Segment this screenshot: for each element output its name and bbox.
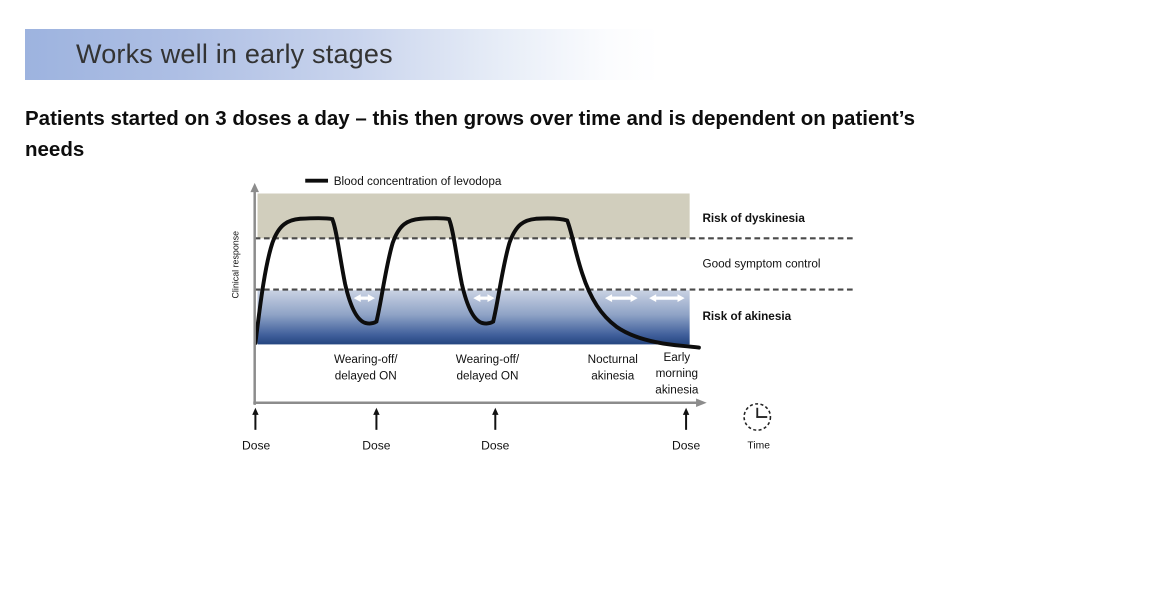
y-axis (250, 182, 259, 405)
zone-label-dyskinesia: Risk of dyskinesia (702, 212, 805, 225)
x-axis-time-label: Time (747, 440, 770, 451)
zone-label-good-control: Good symptom control (702, 258, 820, 271)
svg-text:morning: morning (656, 367, 698, 380)
dose-arrow-1 (252, 407, 259, 430)
slide-subtitle-line-1: Patients started on 3 doses a day – this… (25, 107, 916, 130)
slide-subtitle-line-2: needs (25, 138, 85, 161)
fluctuation-arrow-3 (604, 294, 638, 303)
fluctuation-arrow-2 (473, 294, 495, 303)
zone-label-akinesia: Risk of akinesia (702, 310, 791, 323)
annotation-early-morning-akinesia: Early morning akinesia (655, 351, 699, 397)
legend-label: Blood concentration of levodopa (334, 175, 502, 188)
svg-text:akinesia: akinesia (591, 369, 635, 382)
dose-label-4: Dose (672, 439, 701, 453)
svg-text:Nocturnal: Nocturnal (588, 353, 638, 366)
svg-text:akinesia: akinesia (655, 384, 699, 397)
annotation-wearing-off-2: Wearing-off/ delayed ON (456, 353, 520, 382)
levodopa-curve (253, 216, 701, 350)
svg-text:delayed ON: delayed ON (456, 369, 518, 382)
dose-label-2: Dose (362, 439, 391, 453)
dose-label-1: Dose (242, 439, 271, 453)
y-axis-label: Clinical response (230, 231, 240, 299)
svg-text:Wearing-off/: Wearing-off/ (334, 353, 398, 366)
slide-title: Works well in early stages (76, 39, 393, 69)
levodopa-chart: Blood concentration of levodopa Clinical… (230, 175, 856, 453)
slide-title-bar: Works well in early stages (25, 29, 659, 80)
dose-label-3: Dose (481, 439, 510, 453)
dose-arrow-2 (373, 407, 380, 430)
x-axis (253, 398, 707, 408)
dose-arrow-3 (492, 407, 499, 430)
fluctuation-arrow-4 (649, 294, 685, 303)
svg-text:Wearing-off/: Wearing-off/ (456, 353, 520, 366)
annotation-wearing-off-1: Wearing-off/ delayed ON (334, 353, 398, 382)
slide-subtitle: Patients started on 3 doses a day – this… (25, 103, 1150, 165)
clock-icon (743, 403, 772, 431)
annotation-nocturnal-akinesia: Nocturnal akinesia (588, 353, 638, 382)
svg-text:delayed ON: delayed ON (335, 369, 397, 382)
dose-arrow-4 (682, 407, 690, 430)
fluctuation-arrow-1 (353, 294, 375, 303)
svg-text:Early: Early (663, 351, 690, 364)
zone-band-dyskinesia (257, 193, 690, 239)
